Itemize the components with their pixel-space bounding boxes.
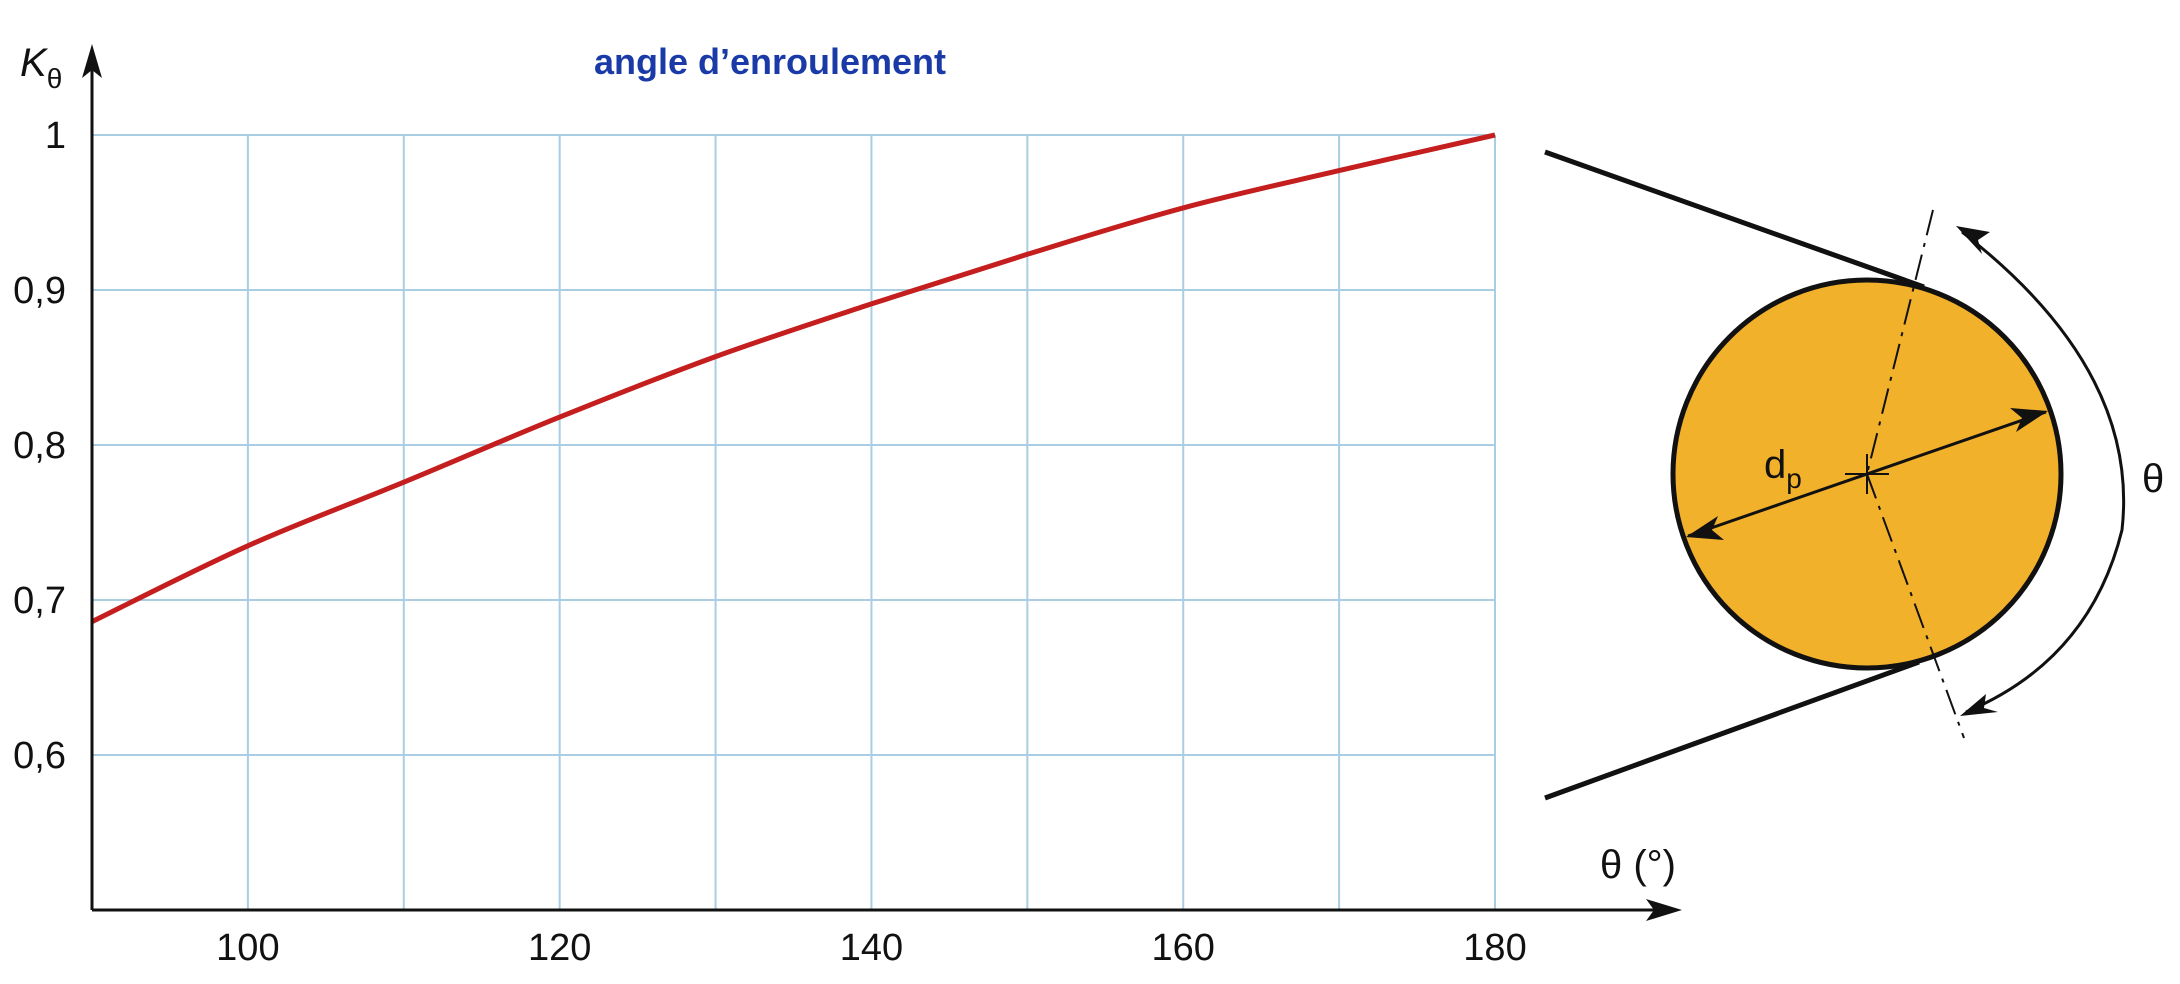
x-axis-label: θ (°) — [1600, 843, 1676, 887]
belt-lower-strand — [1544, 659, 1920, 801]
x-tick-labels: 100 120 140 160 180 — [216, 927, 1527, 969]
diameter-label: dp — [1764, 443, 1802, 494]
wrap-angle-arrow-top — [1956, 226, 1990, 254]
x-tick-label-100: 100 — [216, 927, 279, 969]
wrap-angle-arc — [1961, 230, 2126, 714]
chart-title: angle d’enroulement — [594, 41, 946, 82]
y-tick-label-4: 1 — [45, 115, 66, 157]
y-tick-label-0: 0,6 — [13, 735, 66, 777]
chart-series — [90, 132, 1496, 624]
wrap-boundary-lower — [1866, 473, 1965, 739]
pulley-diagram: dp θ — [1544, 149, 2164, 801]
series-line-0 — [90, 132, 1496, 624]
diameter-label-main: d — [1764, 443, 1786, 487]
y-axis-label-sub: θ — [47, 63, 63, 94]
x-tick-label-140: 140 — [840, 927, 903, 969]
y-tick-label-1: 0,7 — [13, 580, 66, 622]
belt-upper-strand — [1544, 149, 1925, 290]
x-tick-label-180: 180 — [1463, 927, 1526, 969]
x-tick-label-160: 160 — [1152, 927, 1215, 969]
y-axis-arrow — [82, 44, 102, 78]
diameter-line — [1687, 410, 2047, 538]
wrap-angle-label: θ — [2142, 457, 2164, 501]
y-tick-labels: 0,6 0,7 0,8 0,9 1 — [13, 115, 66, 777]
x-tick-label-120: 120 — [528, 927, 591, 969]
x-axis-arrow — [1646, 899, 1682, 921]
wrap-angle-arrow-bottom — [1960, 694, 1998, 716]
chart-grid — [92, 134, 1496, 910]
y-tick-label-3: 0,9 — [13, 270, 66, 312]
y-tick-label-2: 0,8 — [13, 425, 66, 467]
chart-axes — [82, 44, 1682, 921]
y-axis-label-main: K — [20, 41, 49, 85]
diameter-arrow-left — [1686, 516, 1724, 540]
diameter-arrow-right — [2010, 408, 2048, 432]
diameter-label-sub: p — [1786, 463, 1802, 494]
y-axis-label: Kθ — [20, 41, 62, 94]
